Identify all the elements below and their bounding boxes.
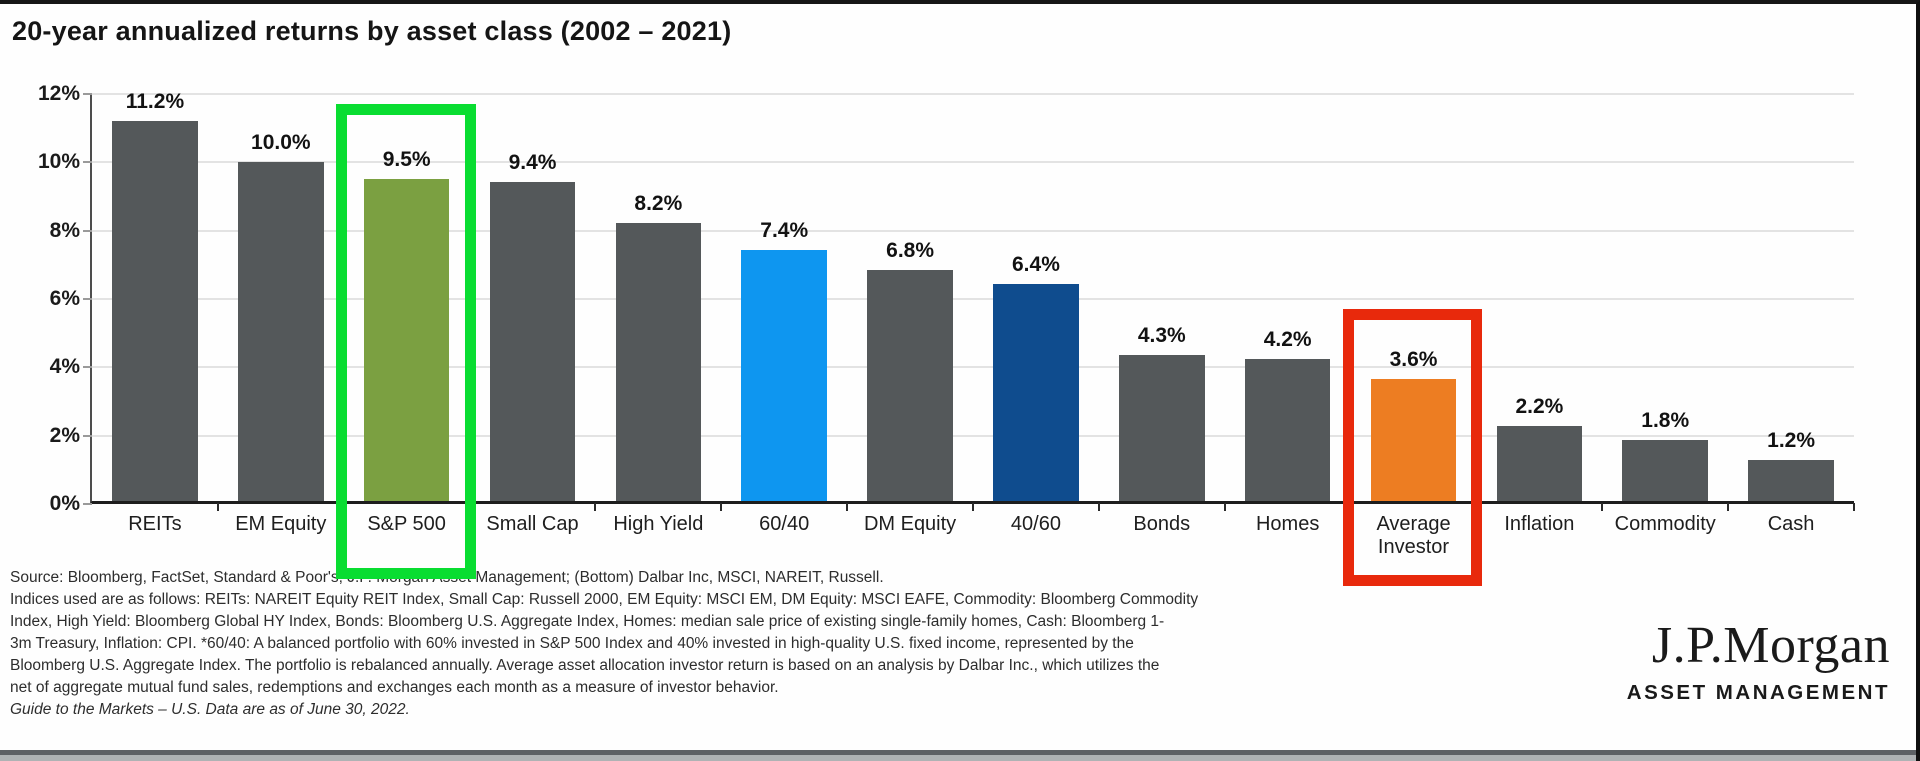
bar-category-label: 40/60 [1010, 513, 1061, 535]
bar-slot-60-40: 7.4% 60/40 [721, 94, 849, 535]
bar-value-label: 8.2% [634, 191, 683, 215]
bar [993, 283, 1079, 501]
bar-value-label: 6.8% [886, 239, 935, 263]
bar [867, 270, 953, 501]
bar-category-label: 60/40 [759, 513, 810, 535]
y-axis-tick-label: 8% [49, 218, 80, 242]
y-axis-tick [83, 229, 92, 232]
bar-slot-average-investor: 3.6% Average Investor [1342, 94, 1483, 586]
y-axis-tick-label: 6% [49, 287, 80, 310]
bottom-strip-dark [0, 750, 1916, 755]
source-footnotes: Source: Bloomberg, FactSet, Standard & P… [10, 567, 1330, 721]
bar-slot-40-60: 6.4% 40/60 [973, 94, 1100, 535]
y-axis-tick [83, 298, 92, 300]
bar [489, 182, 576, 501]
bar-value-label: 9.4% [508, 151, 557, 175]
bar-slot-commodity: 1.8% Commodity [1602, 94, 1730, 535]
bar-value-label: 1.2% [1767, 429, 1816, 453]
bar-slot-s-p-500: 9.5% S&P 500 [335, 94, 476, 579]
bar-slot-high-yield: 8.2% High Yield [595, 94, 723, 535]
gridline [92, 93, 1854, 95]
jpmorgan-wordmark: J.P.Morgan [1651, 617, 1890, 674]
chart-title: 20-year annualized returns by asset clas… [12, 16, 732, 46]
bar-category-label: Commodity [1614, 513, 1716, 535]
bar [112, 121, 198, 501]
y-axis-tick [83, 434, 92, 437]
asset-management-label: ASSET MANAGEMENT [1626, 681, 1890, 704]
bottom-edge-strip [0, 750, 1916, 761]
bar-category-label: REITs [128, 513, 182, 535]
y-axis-tick-label: 12% [37, 82, 80, 105]
bar-value-label: 6.4% [1012, 252, 1060, 276]
bar-slot-small-cap: 9.4% Small Cap [470, 94, 597, 535]
bar-category-label: EM Equity [235, 513, 327, 535]
footnote-line: net of aggregate mutual fund sales, rede… [10, 679, 779, 696]
gridline [92, 298, 1854, 300]
bar [1244, 358, 1331, 501]
bar [1748, 460, 1834, 501]
bar-category-label: Bonds [1133, 513, 1191, 535]
gridline [92, 366, 1854, 369]
bar-value-label: 3.6% [1389, 347, 1438, 371]
bar-slot-bonds: 4.3% Bonds [1099, 94, 1226, 535]
footnote-line: Index, High Yield: Bloomberg Global HY I… [10, 613, 1165, 630]
footnote-line: Guide to the Markets – U.S. Data are as … [10, 701, 410, 718]
gridline [92, 161, 1854, 164]
bar-slot-cash: 1.2% Cash [1728, 94, 1855, 535]
bar-value-label: 4.3% [1137, 324, 1186, 348]
bar [363, 178, 450, 501]
bars-row: 11.2% REITs 10.0% EM Equity 9.5% S&P 500 9.4% S… [92, 90, 1855, 586]
bar [741, 250, 828, 501]
bar [238, 161, 324, 501]
bar-value-label: 4.2% [1263, 327, 1312, 351]
bar-slot-homes: 4.2% Homes [1225, 94, 1352, 535]
bar-slot-reits: 11.2% REITs [92, 90, 219, 535]
bar-category-label: DM Equity [863, 513, 957, 535]
bar-category-label: Average Investor [1376, 513, 1451, 558]
bar-category-label: High Yield [613, 513, 704, 535]
bar-value-label: 2.2% [1515, 395, 1564, 419]
bar [1370, 378, 1457, 501]
y-axis-tick [83, 161, 92, 164]
y-axis-tick-label: 0% [49, 492, 80, 515]
footnote-line: Bloomberg U.S. Aggregate Index. The port… [10, 657, 1160, 674]
bar [1496, 426, 1583, 501]
bar [1119, 355, 1205, 501]
bar-category-label: S&P 500 [367, 513, 446, 535]
bar-chart-plot-area: 12% 10% 8% 6% 4% 2% 0% 11.2% REITs 10.0% EM Equit… [38, 82, 1855, 586]
bar-slot-em-equity: 10.0% EM Equity [218, 94, 345, 535]
y-axis-tick-label: 10% [37, 150, 80, 174]
y-axis-tick [83, 366, 92, 369]
footnote-line: Source: Bloomberg, FactSet, Standard & P… [10, 569, 884, 586]
gridline [92, 434, 1854, 437]
bar-slot-inflation: 2.2% Inflation [1476, 94, 1604, 535]
footnote-line: 3m Treasury, Inflation: CPI. *60/40: A b… [10, 635, 1134, 652]
bottom-strip-light [0, 755, 1916, 761]
bar-value-label: 1.8% [1641, 408, 1690, 432]
bar [615, 222, 702, 501]
bar-category-label: Homes [1255, 513, 1320, 535]
bar-value-label: 10.0% [251, 130, 311, 154]
y-axis-tick-label: 4% [49, 355, 80, 379]
bar-value-label: 11.2% [125, 90, 185, 114]
bar-value-label: 7.4% [760, 219, 809, 243]
jpmorgan-logo: J.P.Morgan ASSET MANAGEMENT [1627, 616, 1890, 705]
gridline [92, 229, 1854, 232]
y-axis-tick [83, 93, 92, 95]
bar-slot-dm-equity: 6.8% DM Equity [847, 94, 974, 535]
bar-category-label: Inflation [1504, 513, 1575, 535]
bar-category-label: Cash [1767, 513, 1815, 535]
bar-value-label: 9.5% [382, 147, 431, 171]
bar [1622, 439, 1709, 501]
bar-category-label: Small Cap [486, 513, 579, 535]
y-axis-tick [83, 503, 92, 505]
y-axis-tick-label: 2% [49, 423, 80, 447]
footnote-line: Indices used are as follows: REITs: NARE… [10, 591, 1199, 608]
